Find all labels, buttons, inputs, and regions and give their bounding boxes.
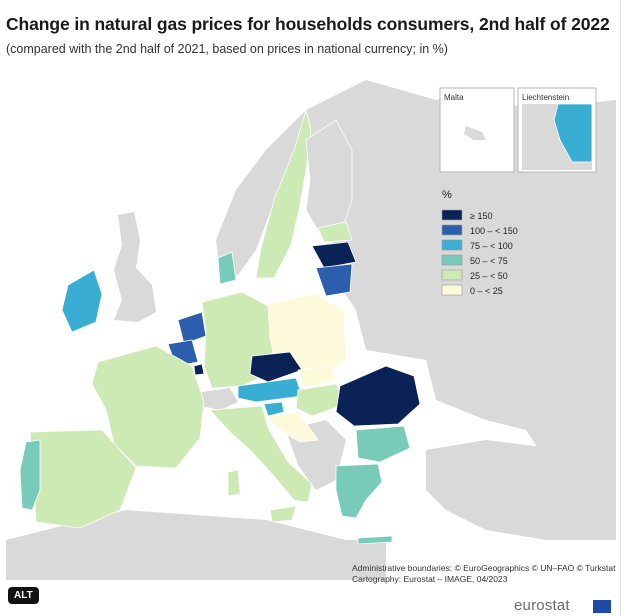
legend-swatch <box>441 269 463 281</box>
region-sardinia <box>227 469 241 497</box>
legend-title: % <box>442 189 452 201</box>
eurostat-logo: eurostat <box>514 597 570 614</box>
legend-label: 0 – < 25 <box>470 286 503 296</box>
region-slovakia <box>297 365 337 389</box>
region-ireland <box>61 269 103 333</box>
region-croatia <box>265 411 319 443</box>
region-slovenia <box>263 401 285 417</box>
legend: % ≥ 150 100 – < 150 75 – < 100 50 – < 75 25 … <box>441 189 518 296</box>
alt-badge[interactable]: ALT <box>8 587 39 604</box>
region-netherlands <box>177 311 207 345</box>
region-portugal <box>19 439 41 511</box>
map-subtitle: (compared with the 2nd half of 2021, bas… <box>6 42 448 56</box>
region-crete <box>357 535 393 545</box>
inset-liechtenstein: Liechtenstein <box>517 87 597 173</box>
region-austria <box>237 377 303 403</box>
region-italy <box>209 405 313 503</box>
legend-label: ≥ 150 <box>470 211 492 221</box>
europe-map: Malta Liechtenstein % ≥ 150 100 – < 150 75… <box>6 80 616 580</box>
region-latvia <box>311 241 357 269</box>
inset-liechtenstein-label: Liechtenstein <box>522 93 569 102</box>
region-estonia <box>317 221 353 243</box>
region-czechia <box>249 351 303 383</box>
legend-swatch <box>441 224 463 236</box>
legend-swatch <box>441 284 463 296</box>
map-title: Change in natural gas prices for househo… <box>6 14 610 34</box>
region-greece <box>335 463 383 519</box>
region-denmark <box>217 251 237 285</box>
region-sweden <box>255 108 312 279</box>
region-lithuania <box>315 263 353 297</box>
region-france <box>91 345 205 469</box>
legend-label: 25 – < 50 <box>470 271 508 281</box>
region-sicily <box>269 505 297 523</box>
land-africa <box>6 510 386 580</box>
region-luxembourg <box>193 363 205 376</box>
legend-swatch <box>441 239 463 251</box>
legend-swatch <box>441 254 463 266</box>
credit-boundaries: Administrative boundaries: © EuroGeograp… <box>352 563 616 573</box>
region-bulgaria <box>355 425 411 463</box>
inset-malta-label: Malta <box>444 93 464 102</box>
region-malta <box>464 126 486 140</box>
land-uk <box>114 212 156 322</box>
region-romania <box>335 365 421 427</box>
eu-flag-icon <box>593 600 611 613</box>
region-finland <box>305 119 353 239</box>
legend-label: 75 – < 100 <box>470 241 513 251</box>
region-liechtenstein <box>553 103 593 163</box>
land-swiss <box>202 388 238 410</box>
land-norway <box>216 110 336 275</box>
legend-swatch <box>441 209 463 221</box>
legend-label: 100 – < 150 <box>470 226 518 236</box>
land-turkey <box>426 440 616 540</box>
credit-cartography: Cartography: Eurostat – IMAGE, 04/2023 <box>352 574 508 584</box>
inset-malta: Malta <box>439 87 515 173</box>
legend-label: 50 – < 75 <box>470 256 508 266</box>
region-hungary <box>295 383 347 417</box>
